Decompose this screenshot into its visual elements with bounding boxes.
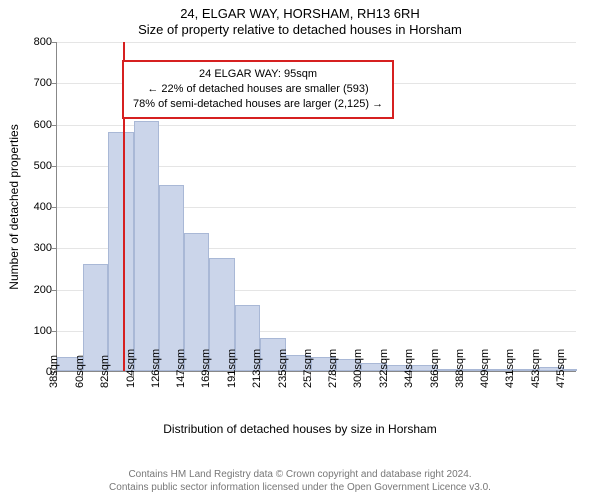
y-tick-label: 0 — [12, 366, 52, 378]
info-line-property: 24 ELGAR WAY: 95sqm — [133, 67, 383, 82]
y-tick-label: 600 — [12, 119, 52, 131]
y-tick-mark — [51, 166, 56, 167]
y-tick-mark — [51, 42, 56, 43]
info-line-smaller: ← 22% of detached houses are smaller (59… — [133, 82, 383, 97]
histogram-chart: 24 ELGAR WAY: 95sqm← 22% of detached hou… — [0, 42, 600, 442]
subtitle-line: Size of property relative to detached ho… — [0, 22, 600, 37]
y-tick-label: 400 — [12, 201, 52, 213]
y-tick-label: 300 — [12, 242, 52, 254]
info-line-larger: 78% of semi-detached houses are larger (… — [133, 97, 383, 112]
gridline — [57, 42, 576, 43]
property-info-box: 24 ELGAR WAY: 95sqm← 22% of detached hou… — [122, 60, 394, 119]
y-tick-mark — [51, 207, 56, 208]
attribution-footer: Contains HM Land Registry data © Crown c… — [0, 468, 600, 494]
y-tick-label: 800 — [12, 36, 52, 48]
y-tick-mark — [51, 125, 56, 126]
histogram-bar — [134, 121, 160, 371]
footer-line-1: Contains HM Land Registry data © Crown c… — [0, 468, 600, 481]
chart-header: 24, ELGAR WAY, HORSHAM, RH13 6RH Size of… — [0, 0, 600, 37]
histogram-bar — [159, 185, 183, 371]
y-tick-mark — [51, 331, 56, 332]
x-axis-label: Distribution of detached houses by size … — [0, 422, 600, 436]
y-tick-label: 200 — [12, 284, 52, 296]
y-tick-label: 700 — [12, 77, 52, 89]
y-tick-mark — [51, 83, 56, 84]
y-tick-mark — [51, 248, 56, 249]
y-tick-label: 100 — [12, 325, 52, 337]
histogram-bar — [108, 132, 134, 371]
address-line: 24, ELGAR WAY, HORSHAM, RH13 6RH — [0, 6, 600, 21]
y-tick-label: 500 — [12, 160, 52, 172]
plot-area: 24 ELGAR WAY: 95sqm← 22% of detached hou… — [56, 42, 576, 372]
footer-line-2: Contains public sector information licen… — [0, 481, 600, 494]
y-tick-mark — [51, 290, 56, 291]
